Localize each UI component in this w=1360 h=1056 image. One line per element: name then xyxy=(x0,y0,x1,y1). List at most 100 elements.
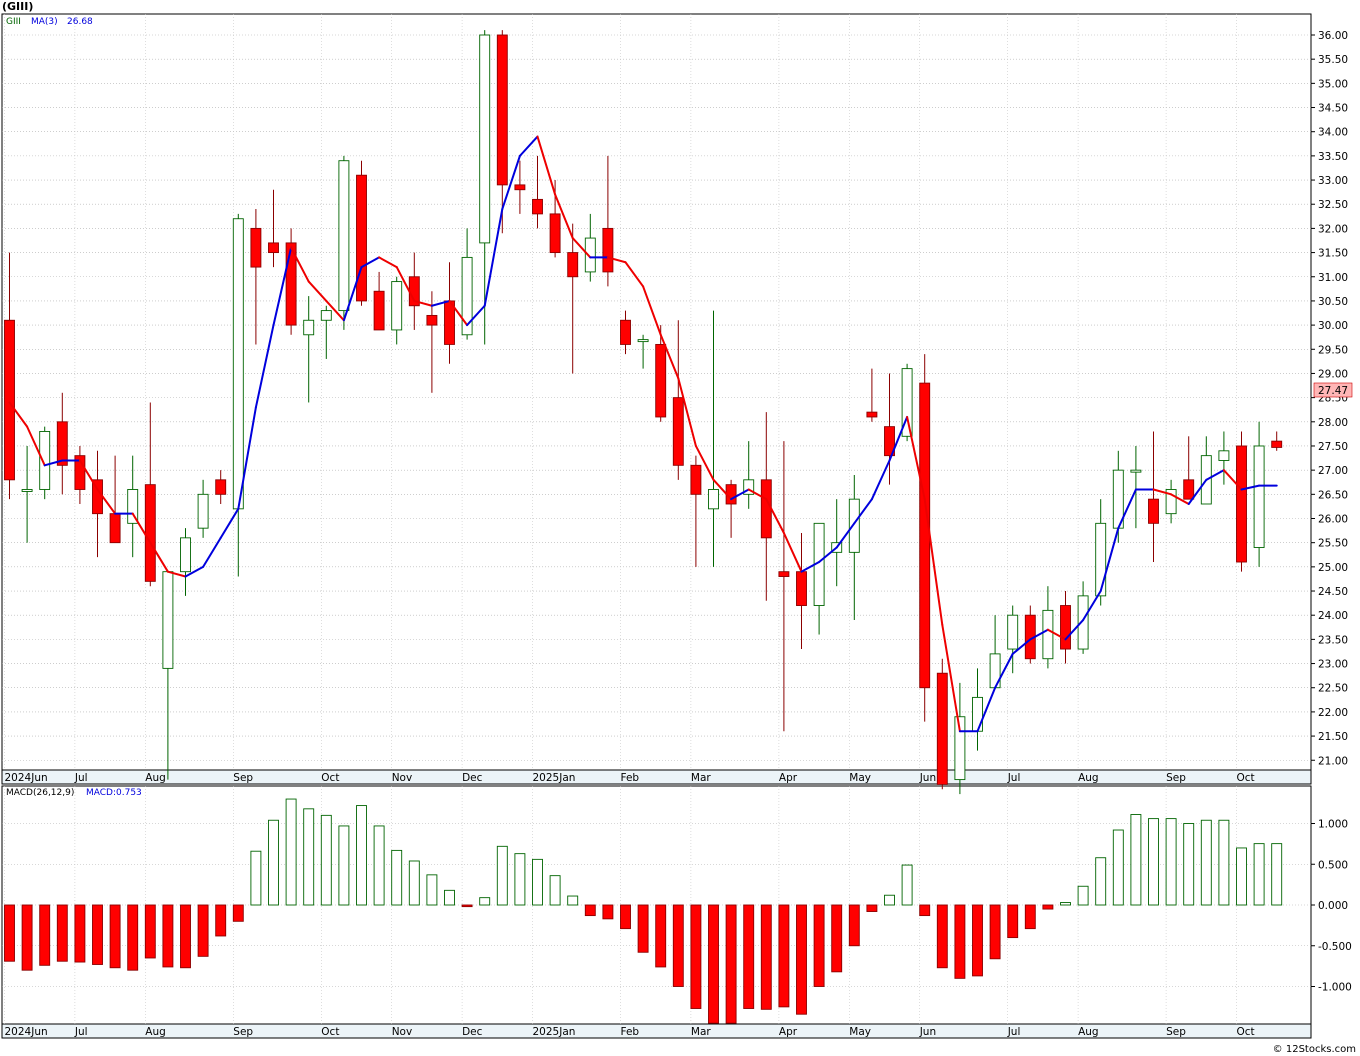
candle-body-down xyxy=(884,426,895,457)
price-x-tick-label: Aug xyxy=(1078,772,1099,784)
macd-bar-positive xyxy=(320,814,332,906)
candle-body-up xyxy=(1042,609,1054,660)
price-y-tick-label: 34.00 xyxy=(1318,127,1348,139)
macd-x-tick-label: Feb xyxy=(621,1026,640,1038)
ma-segment xyxy=(395,266,416,302)
ma-segment xyxy=(202,536,222,568)
price-y-axis: 36.00 35.50 35.00 34.50 34.00 33.50 33.00 32.50… xyxy=(1311,30,1348,767)
ma-segment xyxy=(413,299,433,307)
price-y-tick-label: 22.50 xyxy=(1318,683,1348,695)
candle-body-up xyxy=(901,368,913,437)
price-x-tick-label: Mar xyxy=(691,772,711,784)
ma-segment xyxy=(1117,488,1137,530)
macd-bar-positive xyxy=(285,798,297,906)
macd-legend-label: MACD(26,12,9) xyxy=(6,788,74,798)
ma-segment xyxy=(1240,484,1261,491)
macd-bar-negative xyxy=(972,904,983,977)
macd-bar-negative xyxy=(919,904,931,917)
ma-segment xyxy=(184,565,205,578)
price-x-tick-label: Apr xyxy=(779,772,798,784)
ma-segment xyxy=(554,193,574,240)
price-y-tick-label: 25.50 xyxy=(1318,538,1348,550)
ma-segment xyxy=(166,570,187,578)
macd-bar-negative xyxy=(109,904,121,969)
candle-body-up xyxy=(320,310,332,321)
price-y-tick-label: 25.00 xyxy=(1318,562,1348,574)
price-x-tick-label: Jul xyxy=(1007,772,1021,784)
candle-body-down xyxy=(866,411,878,418)
candle-body-down xyxy=(760,479,772,539)
macd-y-tick-label: -0.500 xyxy=(1318,941,1352,953)
macd-bar-negative xyxy=(796,904,807,1015)
macd-bar-negative xyxy=(197,904,209,957)
ticker-title: (GIII) xyxy=(2,0,33,13)
ma-segment xyxy=(26,425,46,467)
macd-bar-negative xyxy=(743,904,755,1009)
macd-x-tick-label: Oct xyxy=(321,1026,339,1038)
macd-x-axis-labels: 2024Jun Jul Aug Sep Oct Nov Dec 2025Jan Feb Mar Ap… xyxy=(5,1026,1255,1038)
candle-body-up xyxy=(232,218,244,510)
macd-x-tick-label: Aug xyxy=(1078,1026,1099,1038)
ma-segment xyxy=(1011,638,1032,655)
macd-bar-negative xyxy=(461,904,473,908)
macd-bar-negative xyxy=(954,904,966,979)
macd-bar-positive xyxy=(1130,814,1142,906)
macd-y-tick-label: 1.000 xyxy=(1318,819,1348,831)
macd-bar-positive xyxy=(1077,885,1089,906)
price-y-tick-label: 34.50 xyxy=(1318,103,1348,115)
macd-bar-negative xyxy=(56,904,68,962)
macd-bar-negative xyxy=(778,904,790,1008)
candle-body-down xyxy=(655,343,667,418)
candle-body-down xyxy=(285,242,297,326)
candle-body-down xyxy=(268,242,279,254)
ma-segment xyxy=(1082,590,1102,622)
ma-segment xyxy=(694,444,715,481)
legend-ma-label: MA(3) xyxy=(31,17,58,27)
price-y-tick-label: 32.50 xyxy=(1318,199,1348,211)
price-x-tick-label: Sep xyxy=(1166,772,1186,784)
price-x-tick-label: Dec xyxy=(462,772,483,784)
price-y-tick-label: 21.50 xyxy=(1318,731,1348,743)
price-y-tick-label: 35.00 xyxy=(1318,78,1348,90)
macd-bar-negative xyxy=(936,904,948,969)
macd-bar-negative xyxy=(180,904,191,969)
ma-segment xyxy=(659,333,680,380)
candle-body-down xyxy=(690,464,702,495)
candle-body-up xyxy=(479,34,491,244)
ma-segment xyxy=(325,299,345,322)
macd-bar-negative xyxy=(215,904,227,937)
ma-segment xyxy=(8,401,29,428)
candlestick-series xyxy=(4,30,1283,795)
ma-segment xyxy=(1187,478,1208,505)
macd-bar-negative xyxy=(813,904,825,987)
ma-segment xyxy=(501,154,521,211)
ma-segment xyxy=(96,488,117,515)
candle-body-up xyxy=(1218,450,1230,461)
macd-bar-negative xyxy=(21,904,33,971)
price-y-tick-label: 23.50 xyxy=(1318,634,1348,646)
candle-body-down xyxy=(109,513,121,544)
ma-segment xyxy=(888,415,909,462)
macd-x-tick-label: Sep xyxy=(233,1026,253,1038)
ma-segment xyxy=(1029,628,1049,641)
price-y-tick-label: 24.00 xyxy=(1318,610,1348,622)
candle-body-up xyxy=(461,256,473,336)
ma-segment xyxy=(712,478,733,501)
candle-body-down xyxy=(74,455,86,490)
candle-body-up xyxy=(1253,445,1265,548)
price-y-tick-label: 29.50 xyxy=(1318,344,1348,356)
macd-bar-positive xyxy=(1253,843,1265,906)
macd-bar-positive xyxy=(268,819,279,906)
macd-bar-negative xyxy=(620,904,631,930)
ma-segment xyxy=(43,459,64,467)
candle-body-down xyxy=(444,300,455,345)
macd-x-tick-label: Sep xyxy=(1166,1026,1186,1038)
ma-segment xyxy=(1046,628,1067,641)
candle-body-up xyxy=(197,493,209,529)
candle-body-down xyxy=(426,314,438,326)
ma-segment xyxy=(835,522,856,549)
price-y-tick-label: 33.00 xyxy=(1318,175,1348,187)
candle-body-down xyxy=(144,484,156,582)
legend-symbol: GIII xyxy=(6,17,21,27)
